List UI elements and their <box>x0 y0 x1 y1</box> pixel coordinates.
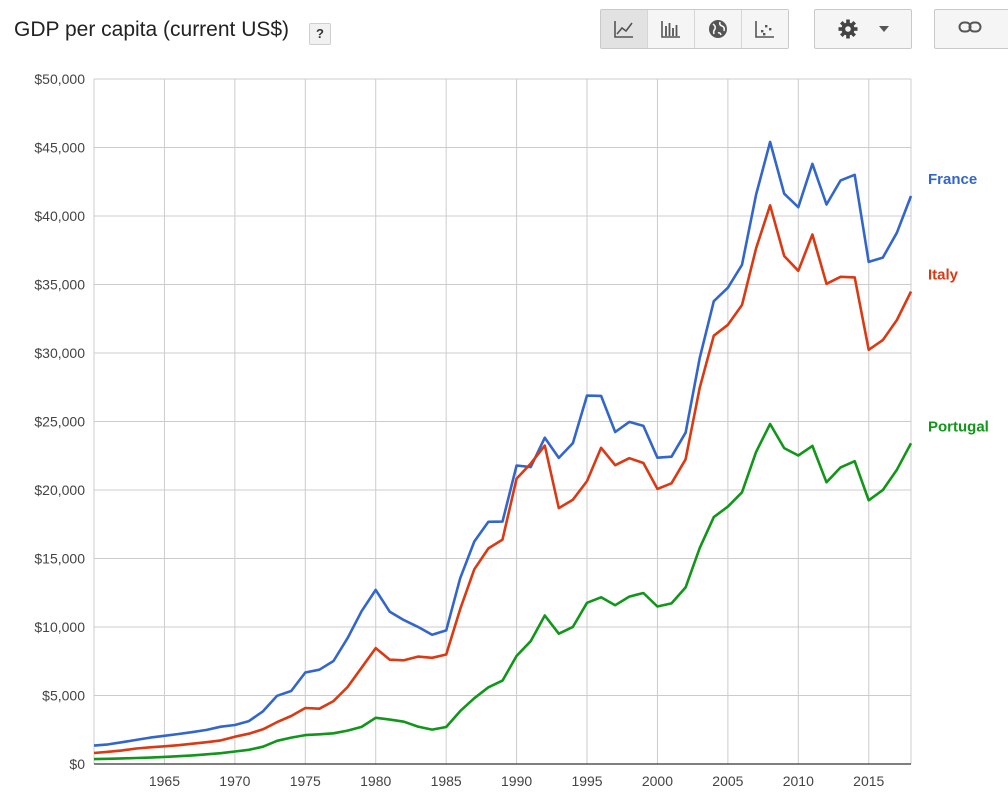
series-line-france <box>93 140 913 747</box>
x-tick-label: 1975 <box>290 773 321 789</box>
chart-type-toolbar <box>600 9 789 49</box>
series-line-portugal <box>93 422 913 761</box>
y-tick-label: $45,000 <box>34 140 85 156</box>
y-tick-label: $15,000 <box>34 551 85 567</box>
series-line-italy <box>93 204 913 755</box>
x-tick-label: 2015 <box>853 773 884 789</box>
x-tick-label: 2005 <box>712 773 743 789</box>
x-tick-label: 1995 <box>571 773 602 789</box>
line-chart-icon <box>614 21 633 38</box>
map-icon <box>709 20 727 38</box>
gear-icon <box>838 19 858 39</box>
series-label-france: France <box>928 171 977 188</box>
link-icon <box>958 21 982 32</box>
y-tick-label: $10,000 <box>34 619 85 635</box>
x-tick-label: 1980 <box>360 773 391 789</box>
x-tick-label: 2000 <box>642 773 673 789</box>
y-tick-label: $0 <box>69 756 85 772</box>
x-tick-label: 1970 <box>219 773 250 789</box>
link-button[interactable] <box>934 9 1008 49</box>
line-chart-button[interactable] <box>601 10 648 48</box>
map-button[interactable] <box>695 10 742 48</box>
bar-chart-button[interactable] <box>648 10 695 48</box>
y-tick-label: $20,000 <box>34 482 85 498</box>
y-tick-label: $40,000 <box>34 208 85 224</box>
x-tick-label: 1990 <box>501 773 532 789</box>
series-label-italy: Italy <box>928 267 959 284</box>
y-tick-label: $35,000 <box>34 277 85 293</box>
series-label-portugal: Portugal <box>928 418 989 435</box>
x-tick-label: 1985 <box>431 773 462 789</box>
y-tick-label: $5,000 <box>42 688 85 704</box>
scatter-chart-button[interactable] <box>742 10 788 48</box>
bar-chart-icon <box>661 21 680 38</box>
caret-down-icon <box>879 26 889 32</box>
y-tick-label: $25,000 <box>34 414 85 430</box>
page-title: GDP per capita (current US$) <box>14 18 290 41</box>
x-tick-label: 2010 <box>783 773 814 789</box>
scatter-chart-icon <box>755 21 774 38</box>
help-button[interactable]: ? <box>309 23 331 45</box>
settings-button[interactable] <box>814 9 912 49</box>
x-tick-label: 1965 <box>149 773 180 789</box>
y-tick-label: $50,000 <box>34 71 85 87</box>
y-tick-label: $30,000 <box>34 345 85 361</box>
